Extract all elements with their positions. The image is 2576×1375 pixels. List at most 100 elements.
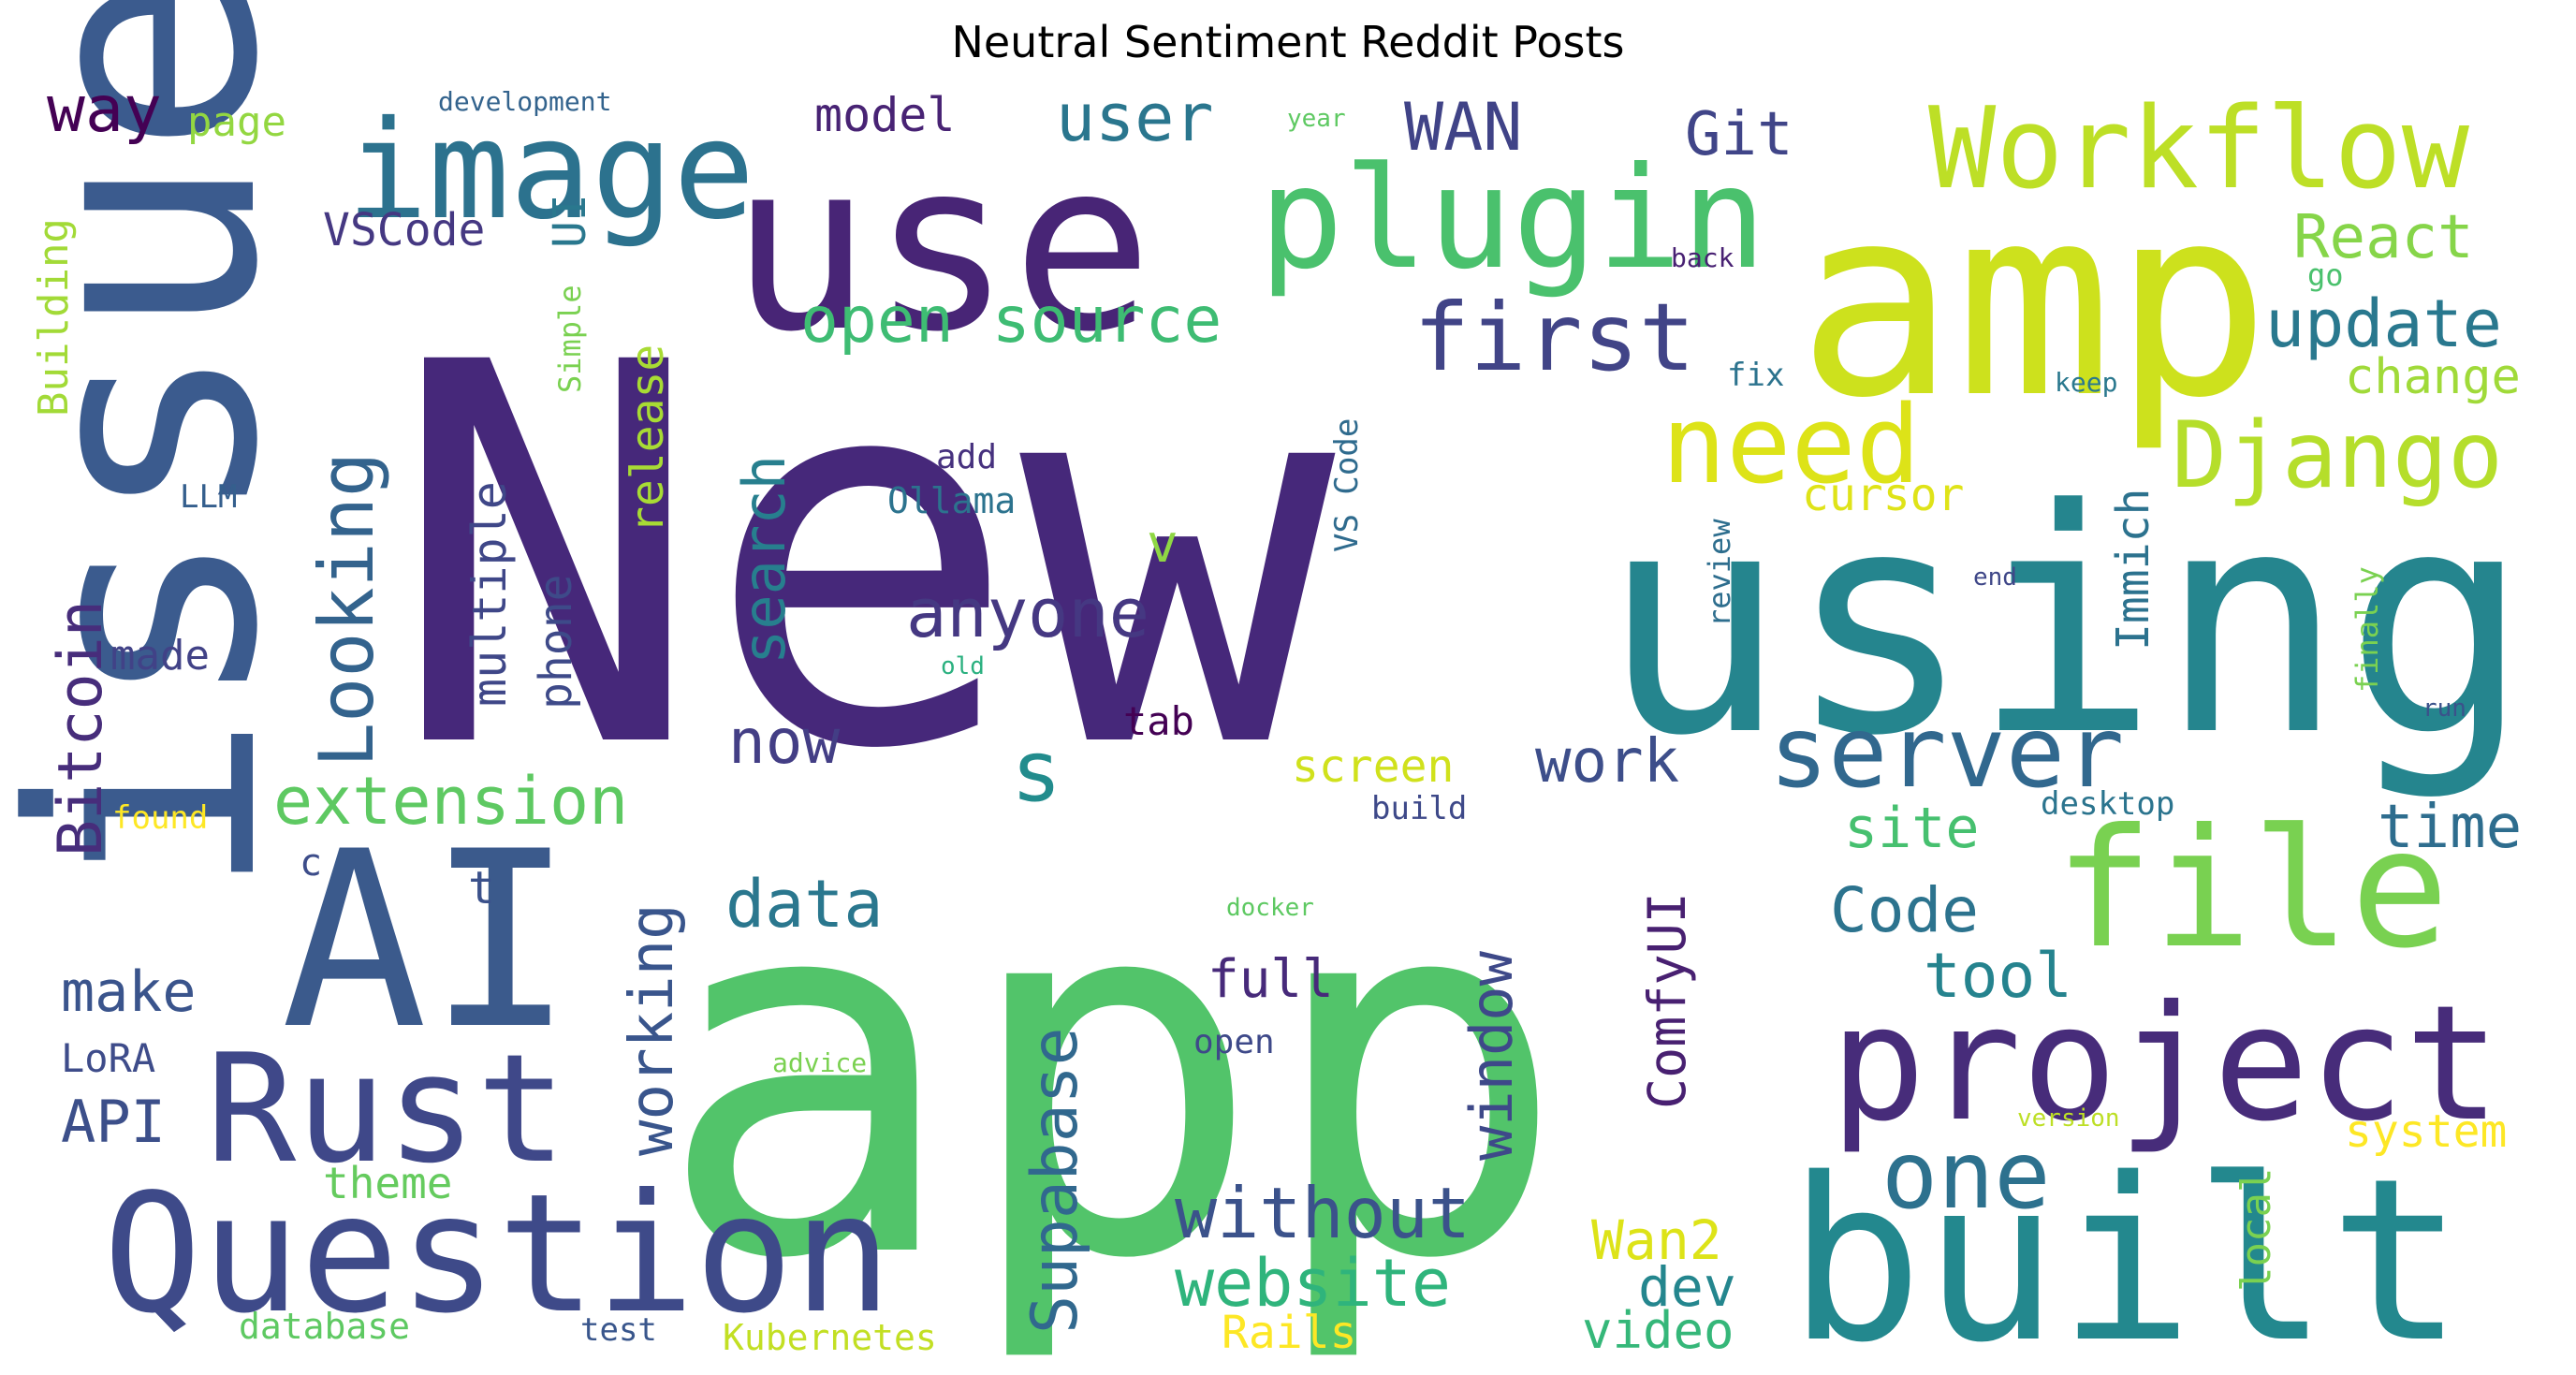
word-user: user: [1056, 80, 1214, 156]
word-c: c: [300, 841, 322, 885]
word-test: test: [580, 1311, 657, 1349]
word-page: page: [187, 98, 286, 146]
word-website: website: [1175, 1245, 1451, 1322]
word-supabase: Supabase: [1018, 1027, 1092, 1334]
word-end: end: [1973, 563, 2017, 592]
word-kubernetes: Kubernetes: [723, 1317, 937, 1358]
word-comfyui: ComfyUI: [1637, 892, 1697, 1109]
word-local: local: [2232, 1168, 2280, 1292]
word-ui: UI: [544, 194, 596, 248]
word-without: without: [1175, 1172, 1471, 1254]
word-building: Building: [30, 218, 78, 417]
word-simple: Simple: [552, 285, 588, 393]
word-first: first: [1413, 283, 1695, 392]
word-built: built: [1788, 1130, 2464, 1375]
word-v: v: [1147, 514, 1178, 575]
word-advice: advice: [772, 1047, 867, 1078]
word-file: file: [2055, 795, 2449, 985]
word-react: React: [2293, 203, 2474, 272]
word-desktop: desktop: [2041, 785, 2174, 823]
word-make: make: [61, 959, 197, 1025]
word-run: run: [2422, 695, 2466, 723]
word-tool: tool: [1924, 940, 2072, 1012]
word-wan: WAN: [1404, 89, 1522, 166]
word-build: build: [1371, 790, 1467, 827]
word-year: year: [1287, 105, 1346, 133]
word-using: using: [1601, 444, 2530, 803]
word-t: t: [468, 862, 495, 914]
word-data: data: [725, 866, 884, 943]
word-theme: theme: [323, 1158, 452, 1208]
word-way: way: [47, 73, 162, 147]
word-need: need: [1661, 383, 1921, 508]
word-llm: LLM: [180, 478, 237, 516]
word-open: open: [1193, 1023, 1275, 1061]
word-rust: Rust: [206, 1021, 566, 1196]
word-ai: AI: [281, 800, 574, 1083]
word-work: work: [1535, 727, 1679, 797]
word-bitcoin: Bitcoin: [46, 600, 116, 856]
word-finally: finally: [2349, 566, 2385, 693]
word-docker: docker: [1226, 894, 1314, 922]
word-s: s: [1011, 723, 1061, 821]
word-question: Question: [103, 1160, 892, 1350]
word-time: time: [2378, 793, 2522, 862]
word-full: full: [1208, 949, 1334, 1010]
word-looking: Looking: [303, 452, 390, 768]
word-git: Git: [1685, 100, 1793, 169]
word-model: model: [814, 88, 956, 142]
word-rails: Rails: [1222, 1307, 1357, 1359]
word-dev: dev: [1638, 1255, 1736, 1319]
word-change: change: [2345, 349, 2521, 405]
word-phone: phone: [530, 575, 582, 710]
word-add: add: [936, 438, 997, 476]
word-extension: extension: [273, 763, 628, 840]
word-release: release: [622, 344, 674, 534]
word-found: found: [112, 799, 208, 837]
word-use: use: [730, 110, 1153, 383]
word-development: development: [438, 86, 611, 117]
word-one: one: [1881, 1120, 2051, 1230]
word-amp: amp: [1797, 151, 2271, 456]
word-cursor: cursor: [1802, 469, 1964, 521]
word-ollama: Ollama: [887, 480, 1016, 521]
word-update: update: [2265, 285, 2502, 362]
word-django: Django: [2172, 402, 2503, 509]
word-video: video: [1582, 1301, 1734, 1360]
word-image: image: [346, 92, 755, 250]
word-immich: Immich: [2107, 489, 2159, 651]
word-version: version: [2017, 1104, 2120, 1133]
word-vs-code: VS Code: [1328, 418, 1366, 552]
word-app: app: [655, 782, 1568, 1369]
word-code: Code: [1830, 874, 1979, 946]
word-wan2: Wan2: [1591, 1208, 1722, 1272]
word-new: New: [388, 254, 1339, 864]
word-workflow: Workflow: [1928, 84, 2470, 214]
word-system: system: [2345, 1105, 2507, 1158]
word-api: API: [61, 1088, 166, 1156]
word-vscode: VSCode: [323, 204, 485, 256]
word-multiple: multiple: [462, 481, 517, 707]
word-site: site: [1844, 796, 1980, 861]
word-database: database: [239, 1306, 410, 1347]
word-open-source: open source: [800, 284, 1222, 358]
word-keep: keep: [2055, 367, 2117, 398]
word-go: go: [2307, 257, 2344, 293]
word-working: working: [618, 903, 687, 1156]
word-server: server: [1769, 695, 2124, 810]
word-back: back: [1671, 242, 1734, 273]
word-screen: screen: [1292, 740, 1454, 793]
word-fix: fix: [1727, 357, 1784, 394]
word-now: now: [728, 706, 840, 778]
word-plugin: plugin: [1259, 138, 1766, 300]
word-anyone: anyone: [906, 574, 1149, 652]
word-review: review: [1702, 519, 1737, 627]
word-project: project: [1830, 972, 2500, 1157]
word-issue: issue: [0, 0, 326, 899]
chart-title: Neutral Sentiment Reddit Posts: [951, 17, 1625, 67]
word-search: search: [730, 455, 798, 665]
word-old: old: [941, 652, 985, 680]
word-window: window: [1457, 950, 1526, 1161]
word-lora: LoRA: [61, 1035, 155, 1081]
